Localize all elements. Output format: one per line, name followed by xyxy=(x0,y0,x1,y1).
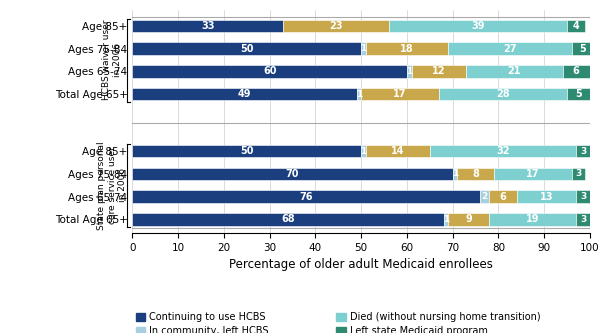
Bar xyxy=(412,65,467,78)
Bar xyxy=(132,213,444,226)
Bar xyxy=(494,167,572,180)
Bar xyxy=(576,190,590,203)
Bar xyxy=(444,213,448,226)
Bar xyxy=(132,167,453,180)
Text: 3: 3 xyxy=(580,192,586,201)
Bar xyxy=(361,88,439,101)
Text: 1: 1 xyxy=(452,169,458,178)
Bar xyxy=(467,65,562,78)
Bar xyxy=(132,42,361,55)
Bar xyxy=(132,145,361,158)
Text: 60: 60 xyxy=(263,67,276,77)
Bar xyxy=(517,190,576,203)
Bar xyxy=(132,88,356,101)
Bar xyxy=(366,145,430,158)
Text: 27: 27 xyxy=(503,44,517,54)
Text: 3: 3 xyxy=(576,169,582,178)
Text: 28: 28 xyxy=(496,89,510,99)
Text: 18: 18 xyxy=(400,44,414,54)
Text: 3: 3 xyxy=(580,147,586,156)
Text: 3: 3 xyxy=(580,215,586,224)
Bar xyxy=(361,42,366,55)
Text: 6: 6 xyxy=(500,192,506,202)
Text: 1: 1 xyxy=(361,44,367,53)
Text: 1: 1 xyxy=(356,90,362,99)
Bar xyxy=(132,20,284,32)
Text: 1: 1 xyxy=(361,147,367,156)
Bar xyxy=(132,65,407,78)
Bar xyxy=(572,42,595,55)
Bar xyxy=(407,65,412,78)
Bar xyxy=(439,88,567,101)
Text: 32: 32 xyxy=(496,146,510,156)
Text: 49: 49 xyxy=(238,89,251,99)
Bar xyxy=(576,145,590,158)
Text: 4: 4 xyxy=(573,21,580,31)
Bar xyxy=(567,20,585,32)
Text: 17: 17 xyxy=(393,89,407,99)
Bar xyxy=(366,42,448,55)
Text: 19: 19 xyxy=(526,214,539,224)
Bar xyxy=(389,20,567,32)
Bar xyxy=(458,167,494,180)
Bar xyxy=(284,20,389,32)
Legend: Continuing to use HCBS, In community, left HCBS, Transitioned to nursing home ca: Continuing to use HCBS, In community, le… xyxy=(132,309,543,333)
Text: 6: 6 xyxy=(573,67,580,77)
Bar xyxy=(489,213,576,226)
Bar xyxy=(430,145,576,158)
Bar xyxy=(132,190,480,203)
Text: 50: 50 xyxy=(240,146,253,156)
Bar xyxy=(448,213,489,226)
Text: 70: 70 xyxy=(286,169,299,179)
Text: 9: 9 xyxy=(465,214,472,224)
Bar xyxy=(489,190,517,203)
Text: 33: 33 xyxy=(201,21,215,31)
Text: HCBS waiver user
in 2006: HCBS waiver user in 2006 xyxy=(102,20,122,100)
Text: 17: 17 xyxy=(526,169,539,179)
Bar xyxy=(562,65,590,78)
Text: 8: 8 xyxy=(472,169,479,179)
Text: 2: 2 xyxy=(482,192,488,201)
Bar xyxy=(448,42,572,55)
Bar xyxy=(567,88,590,101)
Text: 50: 50 xyxy=(240,44,253,54)
Text: 23: 23 xyxy=(329,21,343,31)
Text: 5: 5 xyxy=(580,44,586,54)
Text: 5: 5 xyxy=(575,89,582,99)
Text: 68: 68 xyxy=(281,214,295,224)
Text: 1: 1 xyxy=(442,215,449,224)
Bar xyxy=(356,88,361,101)
Text: 12: 12 xyxy=(432,67,445,77)
Text: 76: 76 xyxy=(300,192,313,202)
Bar xyxy=(361,145,366,158)
Bar xyxy=(480,190,489,203)
Text: 13: 13 xyxy=(540,192,553,202)
Text: 14: 14 xyxy=(391,146,405,156)
Bar xyxy=(576,213,590,226)
Text: 39: 39 xyxy=(471,21,485,31)
X-axis label: Percentage of older adult Medicaid enrollees: Percentage of older adult Medicaid enrol… xyxy=(229,258,493,271)
Text: State plan personal
care service user
in 2006: State plan personal care service user in… xyxy=(97,141,127,229)
Text: 1: 1 xyxy=(406,67,412,76)
Bar xyxy=(453,167,458,180)
Text: 21: 21 xyxy=(507,67,521,77)
Bar xyxy=(572,167,585,180)
